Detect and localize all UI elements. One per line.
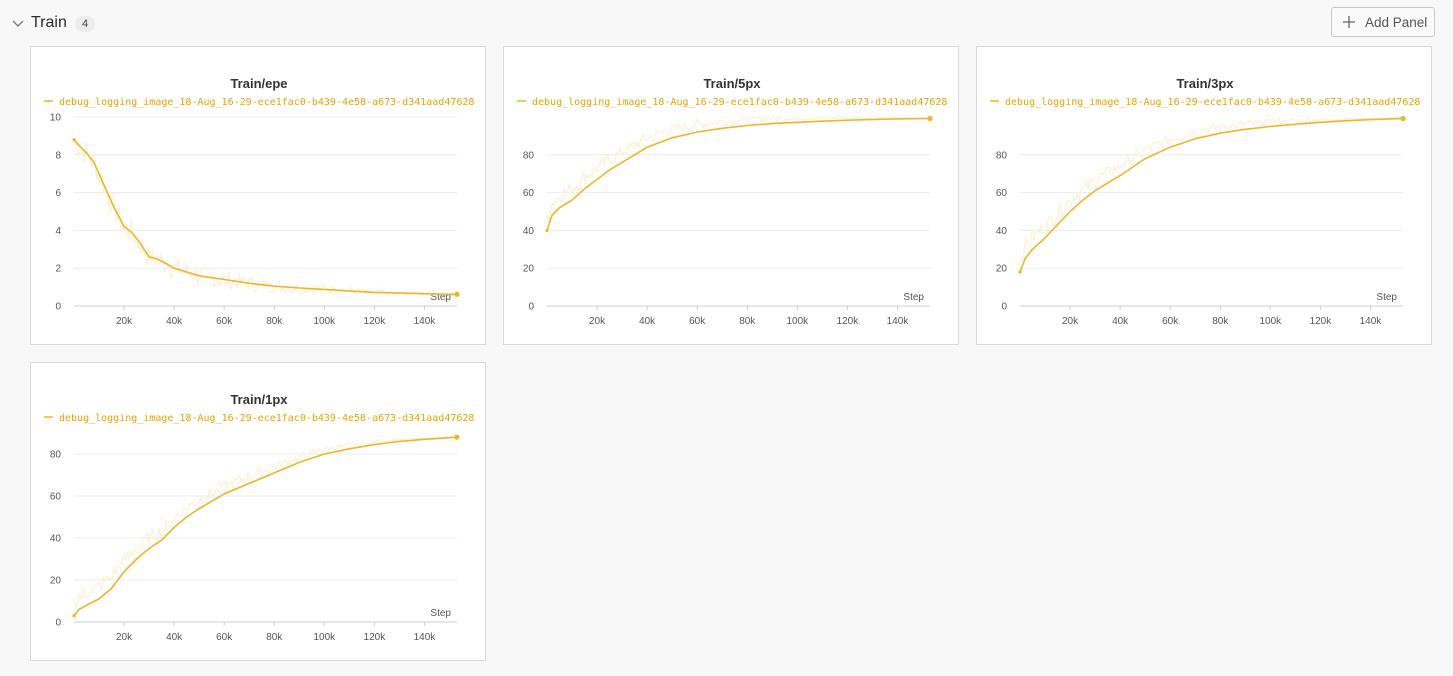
raw-series-line [1019,116,1404,260]
series-start-point [545,228,549,232]
x-axis-label: Step [430,292,451,303]
y-tick-label: 80 [523,150,535,161]
x-axis-label: Step [903,292,924,303]
x-tick-label: 140k [414,632,437,643]
series-end-point [454,434,460,440]
series-end-point [927,115,933,122]
chart-svg: Train/1px debug_logging_image_18-Aug_16-2… [44,392,474,643]
series-line [546,117,931,231]
x-tick-label: 140k [1360,316,1383,327]
chevron-down-icon[interactable] [11,16,25,30]
x-tick-label: 100k [786,316,809,327]
chart-panel-3px[interactable]: Train/3px debug_logging_image_18-Aug_16-2… [976,46,1432,345]
series-start-point [1018,270,1022,274]
x-tick-label: 40k [166,632,183,643]
x-tick-label: 60k [1162,316,1179,327]
y-tick-label: 2 [55,264,61,275]
raw-series-line [73,139,458,297]
x-tick-label: 20k [1062,316,1079,327]
x-axis-label: Step [430,608,451,619]
plus-icon [1343,16,1355,28]
x-tick-label: 120k [1310,316,1333,327]
x-tick-label: 40k [1112,316,1129,327]
section-header: Train 4 Add Panel [0,0,1453,46]
x-axis-label: Step [1376,292,1397,303]
chart-svg: Train/epe debug_logging_image_18-Aug_16-2… [44,76,474,327]
x-tick-label: 80k [1212,316,1229,327]
y-tick-label: 40 [50,534,62,545]
chart-panel-1px[interactable]: Train/1px debug_logging_image_18-Aug_16-2… [30,362,486,661]
y-tick-label: 0 [1001,302,1007,313]
series-line [1019,117,1404,273]
y-tick-label: 60 [50,492,62,503]
legend-label[interactable]: debug_logging_image_18-Aug_16-29-ece1fac… [59,413,474,424]
y-tick-label: 0 [528,302,534,313]
y-tick-label: 10 [50,113,62,124]
series-end-point [454,291,460,297]
x-tick-label: 120k [364,632,387,643]
add-panel-button[interactable]: Add Panel [1331,7,1435,37]
chart-title: Train/1px [230,392,288,407]
chart-panel-5px[interactable]: Train/5px debug_logging_image_18-Aug_16-2… [503,46,959,345]
chart-svg: Train/3px debug_logging_image_18-Aug_16-2… [990,76,1420,327]
y-tick-label: 20 [50,576,62,587]
y-tick-label: 40 [996,226,1008,237]
chart-title: Train/5px [703,76,761,91]
x-tick-label: 100k [1259,316,1282,327]
y-tick-label: 4 [55,226,61,237]
x-tick-label: 40k [639,316,656,327]
legend-label[interactable]: debug_logging_image_18-Aug_16-29-ece1fac… [1005,97,1420,108]
series-end-point [1400,115,1406,122]
x-tick-label: 100k [313,316,336,327]
x-tick-label: 80k [266,316,283,327]
raw-series-line [546,115,931,222]
y-tick-label: 6 [55,188,61,199]
x-tick-label: 20k [116,632,133,643]
y-tick-label: 60 [523,188,535,199]
x-tick-label: 20k [589,316,606,327]
chart-panel-epe[interactable]: Train/epe debug_logging_image_18-Aug_16-2… [30,46,486,345]
x-tick-label: 60k [216,316,233,327]
y-tick-label: 80 [50,450,62,461]
y-tick-label: 80 [996,150,1008,161]
add-panel-label: Add Panel [1365,15,1428,30]
chart-title: Train/3px [1176,76,1234,91]
y-tick-label: 60 [996,188,1008,199]
y-tick-label: 40 [523,226,535,237]
x-tick-label: 40k [166,316,183,327]
x-tick-label: 140k [887,316,910,327]
x-tick-label: 140k [414,316,437,327]
raw-series-line [73,435,458,610]
y-tick-label: 20 [523,264,535,275]
y-tick-label: 0 [55,618,61,629]
series-start-point [72,138,76,142]
x-tick-label: 60k [689,316,706,327]
chart-svg: Train/5px debug_logging_image_18-Aug_16-2… [517,76,947,327]
x-tick-label: 80k [266,632,283,643]
x-tick-label: 120k [837,316,860,327]
legend-label[interactable]: debug_logging_image_18-Aug_16-29-ece1fac… [532,97,947,108]
x-tick-label: 60k [216,632,233,643]
panel-count-badge: 4 [75,16,95,32]
x-tick-label: 80k [739,316,756,327]
x-tick-label: 120k [364,316,387,327]
x-tick-label: 100k [313,632,336,643]
x-tick-label: 20k [116,316,133,327]
y-tick-label: 0 [55,302,61,313]
series-line [73,436,458,617]
section-title[interactable]: Train [31,14,67,31]
legend-label[interactable]: debug_logging_image_18-Aug_16-29-ece1fac… [59,97,474,108]
chart-title: Train/epe [230,76,287,91]
series-start-point [72,614,76,618]
series-line [73,139,457,296]
y-tick-label: 8 [55,150,61,161]
y-tick-label: 20 [996,264,1008,275]
